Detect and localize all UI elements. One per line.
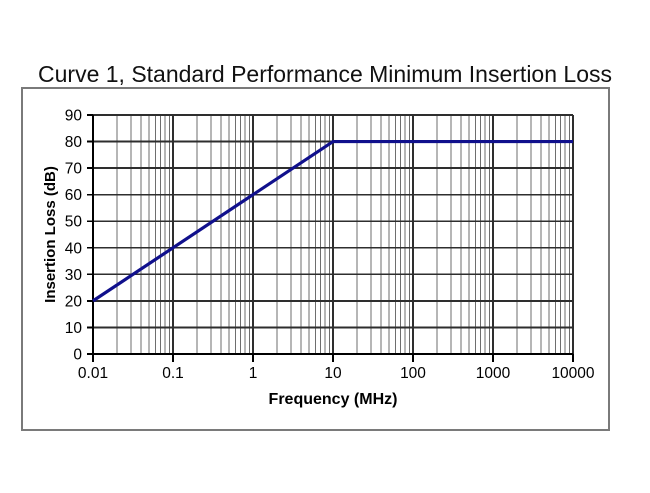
y-tick-label: 70: [65, 161, 83, 178]
plot-area: 0.01 0.1 1 10 100 1000 10000 0 10 20 30 40 50 60 70 80 9…: [42, 108, 595, 409]
x-tick-label: 1: [249, 365, 258, 382]
chart-title: Curve 1, Standard Performance Minimum In…: [38, 61, 612, 87]
y-tick-label: 40: [65, 240, 83, 257]
y-tick-label: 50: [65, 214, 83, 231]
y-tick-label: 0: [73, 347, 82, 364]
x-tick-label: 0.01: [78, 365, 108, 382]
y-tick-label: 80: [65, 134, 83, 151]
chart-frame: 0.01 0.1 1 10 100 1000 10000 0 10 20 30 40 50 60 70 80 9…: [21, 87, 610, 431]
x-tick-label: 10: [324, 365, 342, 382]
y-axis-title: Insertion Loss (dB): [42, 166, 59, 303]
y-tick-label: 90: [65, 108, 83, 125]
y-tick-label: 10: [65, 320, 83, 337]
series-line-curve-1: [92, 139, 573, 303]
y-tick-label: 30: [65, 267, 83, 284]
y-tick-label: 20: [65, 293, 83, 310]
x-axis-title: Frequency (MHz): [269, 391, 398, 408]
x-tick-label: 0.1: [162, 365, 184, 382]
y-tick-label: 60: [65, 187, 83, 204]
x-tick-label: 1000: [476, 365, 511, 382]
x-tick-label: 100: [400, 365, 426, 382]
x-tick-label: 10000: [551, 365, 594, 382]
